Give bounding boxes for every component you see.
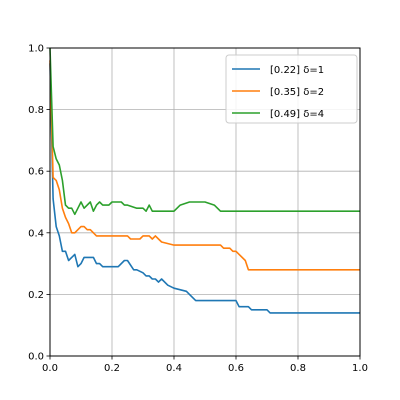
- y-tick-label: 0.8: [28, 105, 44, 116]
- x-tick-label: 1.0: [352, 363, 368, 374]
- series-line-2: [49, 60, 360, 271]
- legend: [0.22] δ=1 [0.35] δ=2 [0.49] δ=4: [225, 54, 358, 124]
- x-tick-label: 0.4: [166, 363, 182, 374]
- legend-label-3: [0.49] δ=4: [270, 109, 324, 120]
- x-tick-label: 0.6: [228, 363, 244, 374]
- x-tick-label: 0.2: [104, 363, 120, 374]
- y-tick-label: 0.2: [28, 290, 44, 301]
- y-tick-label: 1.0: [28, 44, 44, 55]
- x-tick-label: 0.0: [42, 363, 58, 374]
- series-line-1: [49, 63, 360, 314]
- y-tick-label: 0.4: [28, 228, 44, 239]
- series-line-3: [49, 47, 360, 216]
- legend-label-1: [0.22] δ=1: [270, 65, 324, 76]
- plot-frame: [49, 47, 361, 357]
- axis-ticks: 0.0 0.2 0.4 0.6 0.8 1.0 0.0 0.2 0.4 0.6 0.8 1.0: [28, 44, 368, 375]
- y-tick-label: 0.0: [28, 352, 44, 363]
- legend-box: [225, 54, 358, 124]
- series-lines: [49, 47, 360, 314]
- legend-label-2: [0.35] δ=2: [270, 87, 324, 98]
- y-tick-label: 0.6: [28, 167, 44, 178]
- x-tick-label: 0.8: [290, 363, 306, 374]
